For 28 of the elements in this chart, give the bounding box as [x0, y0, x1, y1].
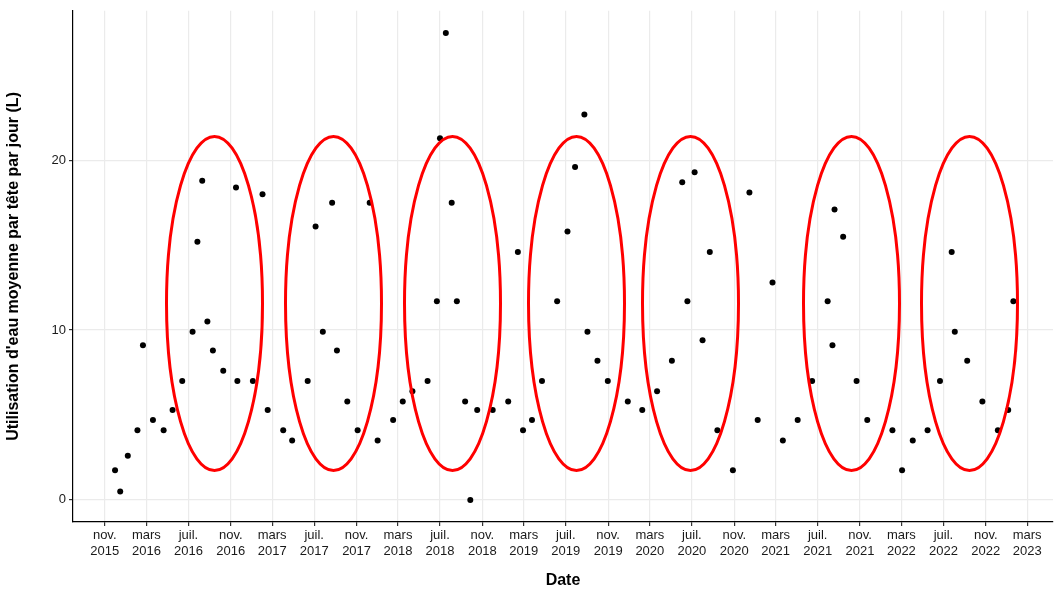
x-tick-label: mars 2016: [131, 527, 162, 558]
x-tick-label: nov. 2017: [342, 527, 372, 558]
y-tick-label: 10: [51, 321, 66, 337]
y-tick-label: 0: [58, 491, 66, 507]
x-tick-label: juil. 2022: [928, 527, 958, 558]
x-tick-label: mars 2017: [257, 527, 288, 558]
x-tick-label: juil. 2018: [425, 527, 455, 558]
x-tick-label: mars 2020: [635, 527, 665, 558]
x-tick-label: juil. 2017: [299, 527, 329, 558]
x-tick-label: nov. 2021: [845, 527, 875, 558]
x-tick-label: mars 2022: [886, 527, 917, 558]
x-tick-label: juil. 2019: [551, 527, 581, 558]
x-tick-label: mars 2021: [761, 527, 791, 558]
y-axis-title: Utilisation d'eau moyenne par tête par jour (L): [4, 92, 22, 441]
x-tick-label: nov. 2022: [971, 527, 1001, 558]
x-tick-label: juil. 2021: [803, 527, 833, 558]
x-tick-label: mars 2019: [509, 527, 539, 558]
y-tick-label: 20: [51, 151, 66, 167]
x-tick-label: mars 2018: [383, 527, 413, 558]
x-tick-label: juil. 2016: [173, 527, 203, 558]
x-tick-label: nov. 2016: [216, 527, 246, 558]
x-tick-label: nov. 2019: [593, 527, 623, 558]
x-tick-label: mars 2023: [1012, 527, 1043, 558]
x-axis-title: Date: [545, 570, 581, 588]
x-tick-label: nov. 2018: [467, 527, 497, 558]
x-tick-label: nov. 2015: [90, 527, 120, 558]
x-tick-label: juil. 2020: [677, 527, 707, 558]
x-tick-label: nov. 2020: [719, 527, 749, 558]
